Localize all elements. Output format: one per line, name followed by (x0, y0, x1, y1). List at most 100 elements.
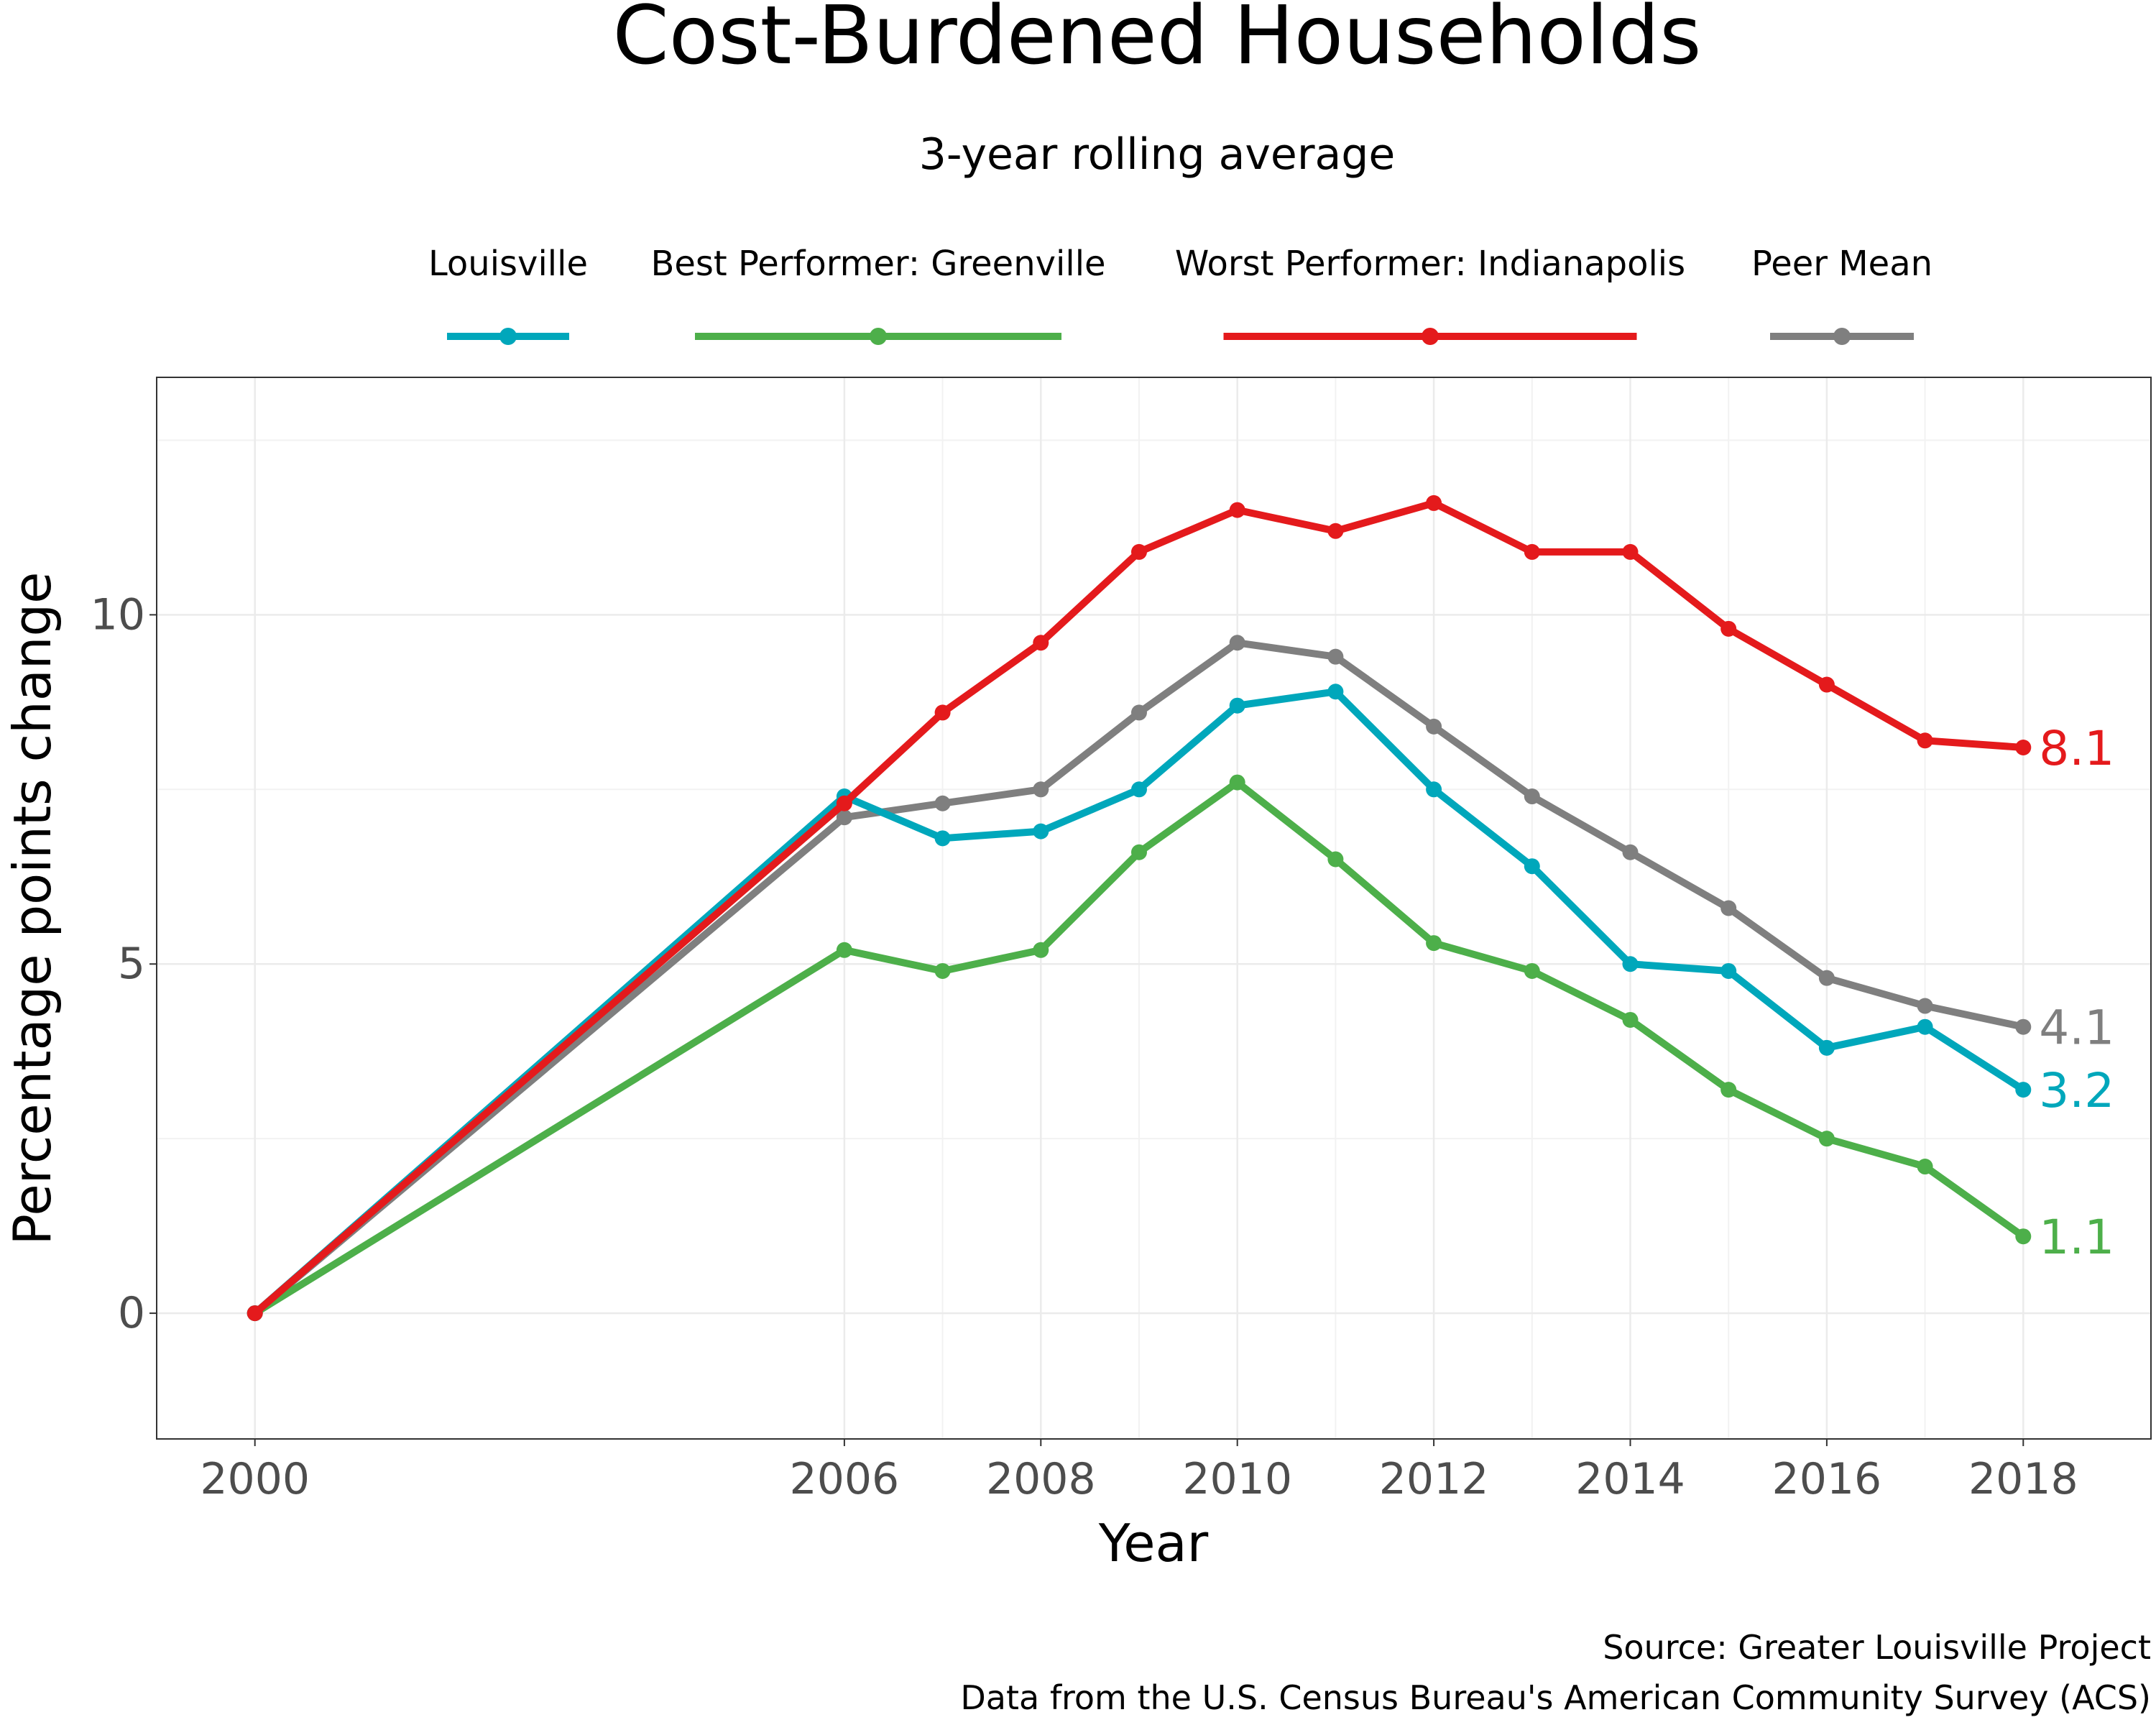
end-label-best-performer-greenville: 1.1 (2039, 1210, 2114, 1265)
data-point-louisville (1818, 1039, 1835, 1056)
legend-item-louisville: Louisville (428, 244, 588, 345)
legend-label: Louisville (428, 244, 588, 284)
data-point-worst-performer-indianapolis (1917, 732, 1933, 749)
legend: Louisville Best Performer: Greenville Wors… (428, 244, 1932, 345)
end-label-worst-performer-indianapolis: 8.1 (2039, 721, 2114, 776)
series-line-peer-mean (251, 639, 2027, 1317)
data-point-worst-performer-indianapolis (1622, 543, 1639, 560)
data-point-best-performer-greenville (1130, 844, 1147, 860)
series-line-best-performer-greenville (251, 778, 2027, 1317)
data-point-peer-mean (836, 809, 852, 826)
end-labels: 3.2 1.1 8.1 4.1 (2039, 721, 2114, 1265)
data-point-worst-performer-indianapolis (1524, 543, 1540, 560)
data-point-louisville (1720, 962, 1737, 979)
data-point-louisville (1130, 781, 1147, 798)
legend-item-peer-mean: Peer Mean (1751, 244, 1932, 345)
data-point-worst-performer-indianapolis (1818, 676, 1835, 693)
data-point-peer-mean (1720, 900, 1737, 916)
x-tick-label: 2016 (1772, 1454, 1882, 1504)
y-tick-label: 0 (118, 1288, 145, 1338)
data-point-best-performer-greenville (1327, 851, 1344, 868)
x-tick-label: 2010 (1182, 1454, 1292, 1504)
data-point-best-performer-greenville (1622, 1011, 1639, 1028)
plot-border (156, 377, 2152, 1440)
data-point-best-performer-greenville (1426, 935, 1442, 952)
data-point-louisville (1917, 1018, 1933, 1035)
legend-label: Best Performer: Greenville (650, 244, 1105, 284)
y-axis-label: Percentage points change (2, 572, 63, 1246)
y-tick-label: 10 (91, 589, 145, 640)
data-point-worst-performer-indianapolis (1229, 502, 1245, 518)
series-worst-performer-indianapolis (247, 494, 2032, 1322)
series-layer (247, 494, 2032, 1322)
data-point-louisville (934, 830, 951, 847)
y-axis-ticks: 0 5 10 (91, 589, 157, 1338)
data-point-louisville (2015, 1082, 2032, 1098)
series-peer-mean (247, 635, 2032, 1322)
data-point-peer-mean (2015, 1018, 2032, 1035)
legend-key-point (1833, 328, 1851, 345)
legend-key-point (499, 328, 517, 345)
legend-item-worst-performer-indianapolis: Worst Performer: Indianapolis (1175, 244, 1685, 345)
data-point-louisville (1524, 858, 1540, 875)
legend-item-best-performer-greenville: Best Performer: Greenville (650, 244, 1106, 345)
data-point-louisville (1426, 781, 1442, 798)
legend-label: Peer Mean (1751, 244, 1932, 284)
data-point-peer-mean (1229, 635, 1245, 651)
data-point-worst-performer-indianapolis (934, 704, 951, 721)
end-label-peer-mean: 4.1 (2039, 1000, 2114, 1056)
data-point-peer-mean (1426, 718, 1442, 735)
data-point-worst-performer-indianapolis (1720, 620, 1737, 637)
data-point-peer-mean (1818, 970, 1835, 986)
data-point-best-performer-greenville (1033, 942, 1049, 958)
data-point-best-performer-greenville (2015, 1228, 2032, 1245)
end-label-louisville: 3.2 (2039, 1063, 2114, 1118)
data-point-worst-performer-indianapolis (1327, 523, 1344, 539)
x-tick-label: 2006 (790, 1454, 900, 1504)
data-point-louisville (1622, 956, 1639, 972)
data-point-worst-performer-indianapolis (1426, 494, 1442, 511)
x-tick-label: 2012 (1379, 1454, 1489, 1504)
series-line-worst-performer-indianapolis (251, 499, 2027, 1317)
legend-key-point (870, 328, 887, 345)
data-point-peer-mean (1524, 788, 1540, 805)
legend-key-point (1422, 328, 1439, 345)
data-point-worst-performer-indianapolis (1033, 635, 1049, 651)
data-point-best-performer-greenville (934, 962, 951, 979)
data-point-peer-mean (1130, 704, 1147, 721)
data-point-best-performer-greenville (1524, 962, 1540, 979)
data-point-best-performer-greenville (1720, 1082, 1737, 1098)
data-point-louisville (1229, 697, 1245, 714)
x-tick-label: 2018 (1968, 1454, 2078, 1504)
data-point-worst-performer-indianapolis (1130, 543, 1147, 560)
data-point-peer-mean (1917, 998, 1933, 1014)
data-point-peer-mean (1622, 844, 1639, 860)
x-tick-label: 2000 (200, 1454, 310, 1504)
data-point-best-performer-greenville (836, 942, 852, 958)
data-point-best-performer-greenville (1229, 774, 1245, 791)
data-point-worst-performer-indianapolis (836, 795, 852, 811)
y-tick-label: 5 (118, 939, 145, 989)
data-point-peer-mean (934, 795, 951, 811)
data-point-worst-performer-indianapolis (2015, 740, 2032, 756)
data-point-best-performer-greenville (1917, 1159, 1933, 1175)
data-point-louisville (1033, 823, 1049, 840)
plot-panel: 3.2 1.1 8.1 4.1 (156, 377, 2152, 1440)
x-tick-label: 2014 (1575, 1454, 1685, 1504)
x-tick-label: 2008 (986, 1454, 1096, 1504)
data-point-peer-mean (1327, 648, 1344, 665)
data-point-worst-performer-indianapolis (247, 1305, 263, 1322)
legend-label: Worst Performer: Indianapolis (1175, 244, 1685, 284)
chart-subtitle: 3-year rolling average (919, 129, 1396, 180)
data-point-peer-mean (1033, 781, 1049, 798)
data-point-best-performer-greenville (1818, 1131, 1835, 1147)
source-line-1: Source: Greater Louisville Project (1603, 1628, 2151, 1667)
series-line-louisville (251, 688, 2027, 1317)
grid-major (157, 377, 2151, 1439)
source-line-2: Data from the U.S. Census Bureau's Ameri… (960, 1678, 2151, 1717)
chart-title: Cost-Burdened Households (613, 0, 1702, 83)
data-point-louisville (1327, 684, 1344, 700)
x-axis-label: Year (1098, 1513, 1209, 1573)
x-axis-ticks: 2000 2006 2008 2010 2012 2014 2016 2018 (200, 1439, 2078, 1504)
